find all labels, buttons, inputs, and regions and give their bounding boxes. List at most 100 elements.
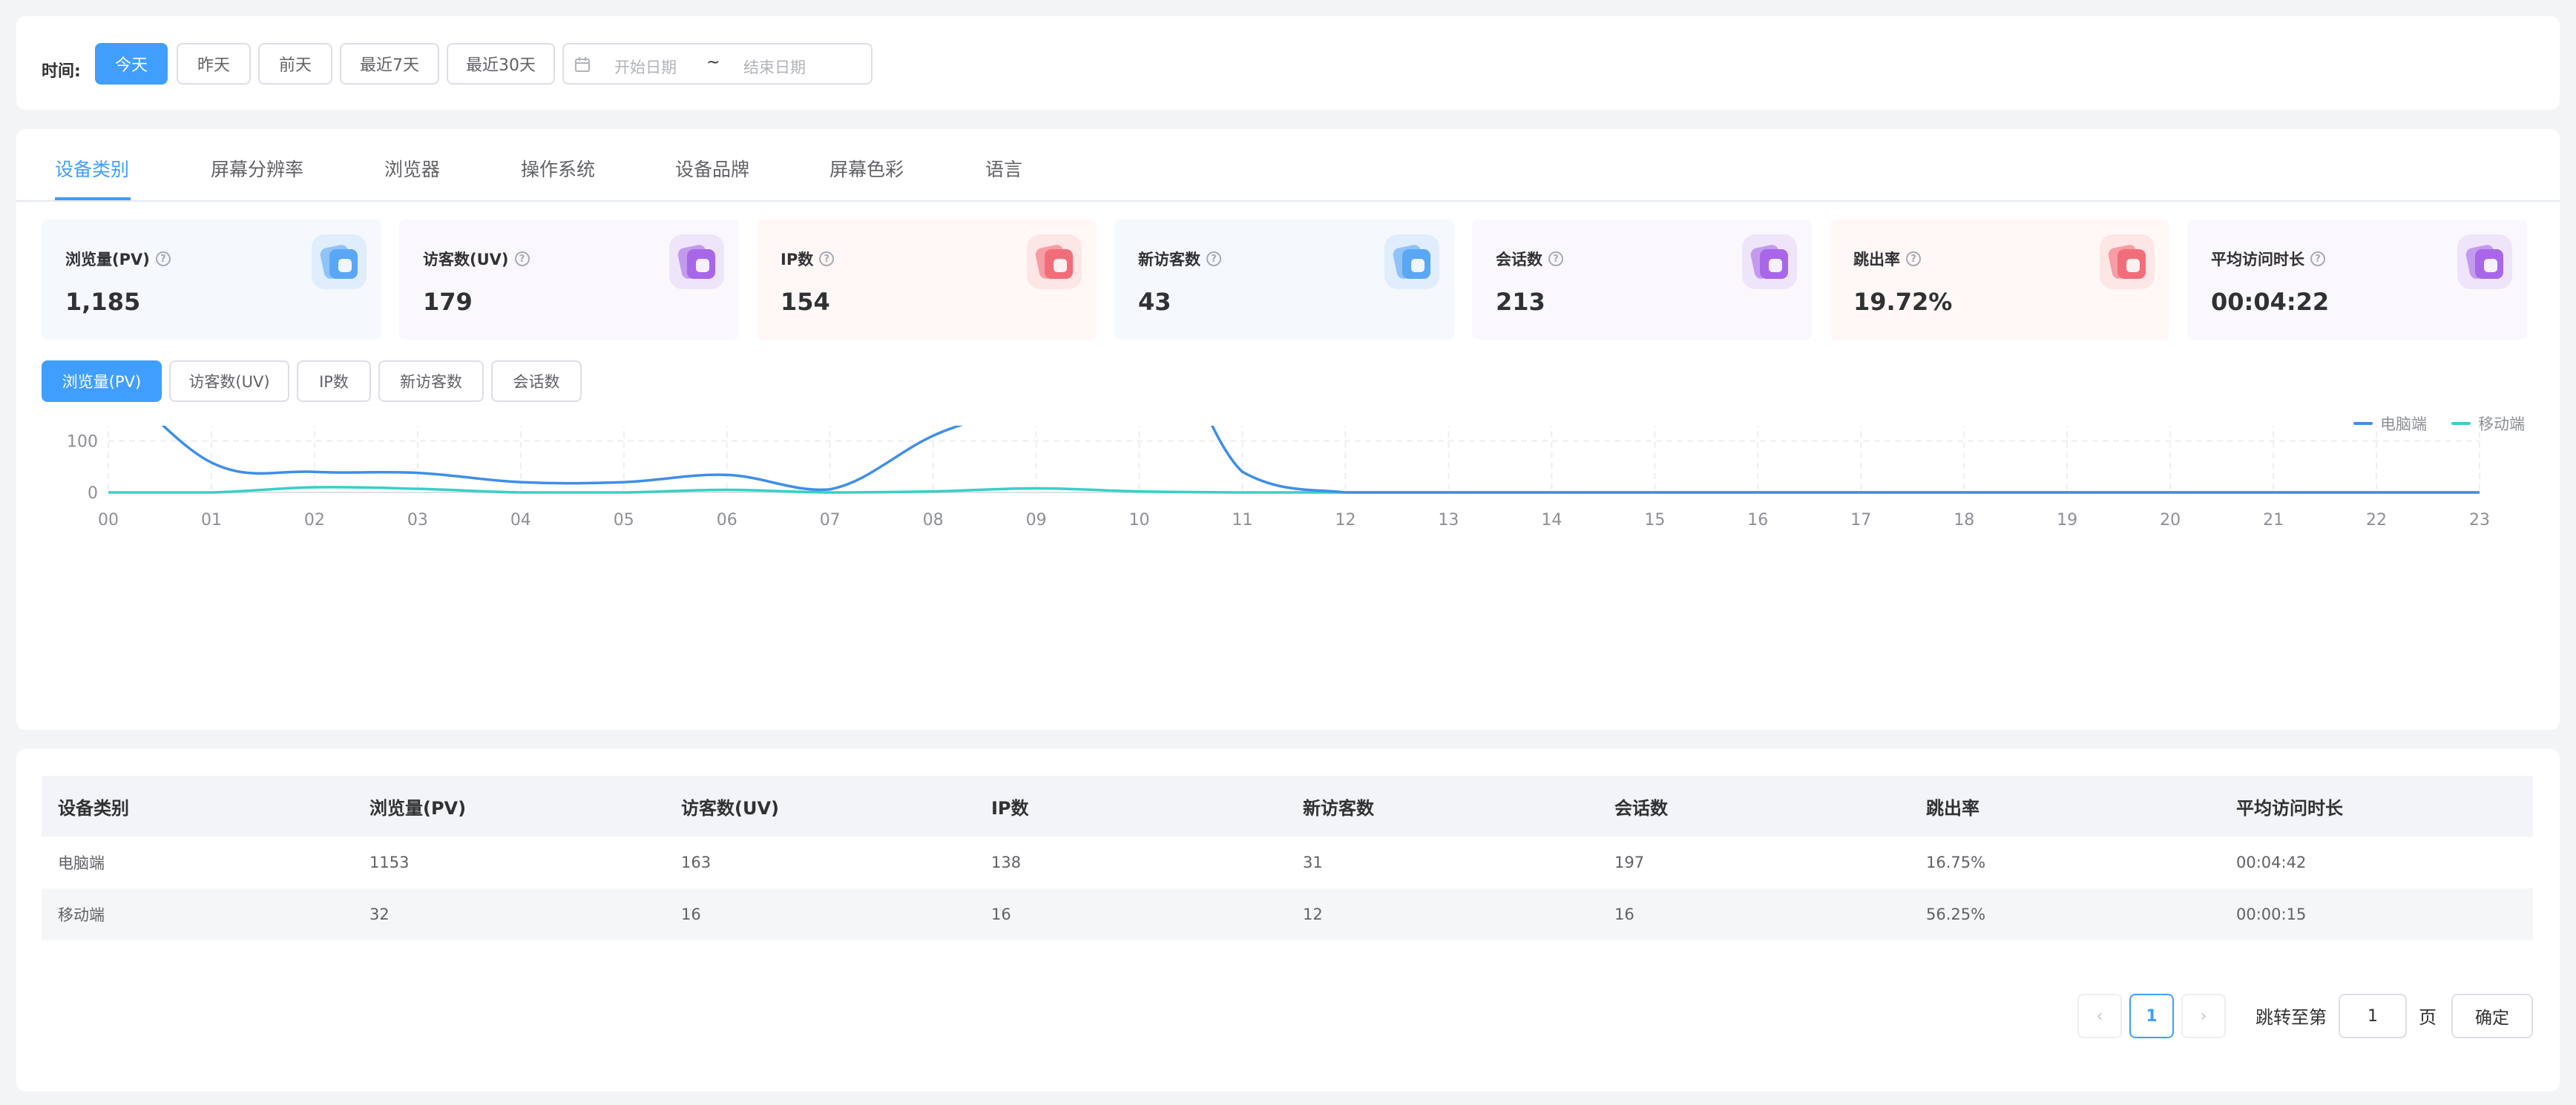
start-date-input[interactable]: 开始日期 — [614, 59, 677, 76]
range-yesterday-button[interactable]: 昨天 — [177, 43, 251, 85]
stat-value: 179 — [423, 288, 473, 316]
table-cell-device: 电脑端 — [58, 854, 105, 872]
stat-title-text: 访客数(UV) — [423, 251, 509, 268]
stat-value: 213 — [1496, 288, 1545, 316]
x-tick-label: 19 — [2057, 511, 2077, 530]
stat-value: 00:04:22 — [2211, 288, 2330, 316]
jump-label: 跳转至第 — [2255, 1007, 2327, 1028]
x-tick-label: 07 — [820, 511, 841, 530]
tab-screen-resolution[interactable]: 屏幕分辨率 — [211, 159, 304, 180]
end-date-input[interactable]: 结束日期 — [743, 59, 806, 76]
x-tick-label: 09 — [1026, 511, 1047, 530]
table-cell-avg-duration: 00:04:42 — [2236, 854, 2307, 871]
help-icon[interactable]: ? — [1206, 251, 1221, 266]
help-icon[interactable]: ? — [819, 251, 835, 266]
x-tick-label: 22 — [2366, 511, 2387, 530]
table-cell-uv: 16 — [681, 906, 701, 923]
tab-device-brand[interactable]: 设备品牌 — [675, 159, 750, 180]
series-line-desktop — [161, 426, 2480, 494]
column-header-uv: 访客数(UV) — [681, 797, 779, 819]
column-header-ip: IP数 — [991, 797, 1029, 819]
stat-value: 43 — [1138, 288, 1172, 316]
legend-swatch-mobile — [2451, 422, 2471, 425]
ip-icon — [1027, 234, 1082, 289]
session-icon — [1742, 234, 1797, 289]
metric-ip-button[interactable]: IP数 — [297, 360, 371, 402]
stat-title-text: IP数 — [781, 251, 814, 268]
stat-title-text: 平均访问时长 — [2211, 251, 2304, 268]
legend-item-desktop[interactable]: 电脑端 — [2353, 412, 2427, 435]
y-tick-label: 0 — [88, 484, 98, 503]
stat-title: 浏览量(PV)? — [65, 248, 171, 270]
tab-device-category[interactable]: 设备类别 — [55, 159, 130, 180]
metric-uv-button[interactable]: 访客数(UV) — [169, 360, 289, 402]
help-icon[interactable]: ? — [2310, 251, 2325, 266]
column-header-sessions: 会话数 — [1614, 797, 1668, 819]
x-tick-label: 17 — [1850, 511, 1871, 530]
legend-item-mobile[interactable]: 移动端 — [2451, 412, 2525, 435]
range-today-button[interactable]: 今天 — [95, 43, 168, 85]
table-cell-pv: 32 — [369, 906, 390, 923]
pie-chart-icon — [312, 234, 367, 289]
stat-value: 19.72% — [1853, 288, 1953, 316]
stat-card-new-visitors: 新访客数? 43 — [1114, 220, 1454, 340]
x-tick-label: 10 — [1129, 511, 1150, 530]
table-cell-ip: 138 — [991, 854, 1022, 871]
help-icon[interactable]: ? — [514, 251, 530, 266]
tab-os[interactable]: 操作系统 — [521, 159, 596, 180]
tab-active-indicator — [55, 197, 131, 200]
x-tick-label: 08 — [923, 511, 944, 530]
table-cell-new-visitors: 31 — [1303, 854, 1323, 871]
table-cell-sessions: 197 — [1614, 854, 1645, 871]
stat-card-avg-duration: 平均访问时长? 00:04:22 — [2187, 220, 2527, 340]
date-range-picker[interactable]: 开始日期 ~ 结束日期 — [562, 43, 873, 85]
table-cell-uv: 163 — [681, 854, 712, 871]
stat-card-ip: IP数? 154 — [757, 220, 1097, 340]
stat-title: 新访客数? — [1138, 248, 1221, 270]
x-tick-label: 03 — [407, 511, 428, 530]
stat-value: 1,185 — [65, 288, 141, 316]
table-cell-pv: 1153 — [369, 854, 410, 871]
stat-title-text: 浏览量(PV) — [65, 251, 150, 268]
stat-card-bounce-rate: 跳出率? 19.72% — [1830, 220, 2169, 340]
stat-title-text: 会话数 — [1496, 251, 1542, 268]
next-page-button[interactable]: › — [2181, 994, 2226, 1038]
jump-page-input[interactable]: 1 — [2339, 994, 2407, 1038]
prev-page-button[interactable]: ‹ — [2077, 994, 2122, 1038]
calendar-icon — [575, 57, 590, 72]
stat-card-pv: 浏览量(PV)? 1,185 — [42, 220, 381, 340]
column-header-pv: 浏览量(PV) — [369, 797, 467, 819]
page-1-button[interactable]: 1 — [2129, 994, 2174, 1038]
stat-card-uv: 访客数(UV)? 179 — [399, 220, 739, 340]
x-tick-label: 16 — [1747, 511, 1768, 530]
tab-browser[interactable]: 浏览器 — [384, 159, 441, 180]
metric-new-visitors-button[interactable]: 新访客数 — [378, 360, 484, 402]
help-icon[interactable]: ? — [155, 251, 171, 266]
table-cell-sessions: 16 — [1614, 906, 1634, 923]
stat-value: 154 — [781, 288, 830, 316]
stat-title: 跳出率? — [1853, 248, 1921, 270]
stat-title: IP数? — [781, 248, 835, 270]
tab-screen-color[interactable]: 屏幕色彩 — [829, 159, 904, 180]
stat-title: 会话数? — [1496, 248, 1563, 270]
help-icon[interactable]: ? — [1906, 251, 1921, 266]
column-header-avg-duration: 平均访问时长 — [2236, 797, 2343, 819]
y-tick-label: 100 — [67, 433, 98, 452]
metric-sessions-button[interactable]: 会话数 — [491, 360, 582, 402]
range-7days-button[interactable]: 最近7天 — [340, 43, 439, 85]
help-icon[interactable]: ? — [1548, 251, 1563, 266]
range-30days-button[interactable]: 最近30天 — [447, 43, 555, 85]
range-day-before-button[interactable]: 前天 — [258, 43, 332, 85]
table-row: 电脑端 1153 163 138 31 197 16.75% 00:04:42 — [42, 837, 2533, 888]
x-tick-label: 23 — [2469, 511, 2490, 530]
time-filter-panel: 时间: 今天 昨天 前天 最近7天 最近30天 开始日期 ~ 结束日期 — [16, 16, 2560, 110]
column-header-new-visitors: 新访客数 — [1303, 797, 1374, 819]
jump-confirm-button[interactable]: 确定 — [2451, 994, 2533, 1038]
visitor-icon — [669, 234, 724, 289]
tab-language[interactable]: 语言 — [985, 159, 1023, 180]
table-cell-device: 移动端 — [58, 906, 105, 924]
trend-line-chart: 0100200300400000102030405060708091011121… — [67, 426, 2490, 530]
legend-label-mobile: 移动端 — [2478, 415, 2525, 433]
metric-pv-button[interactable]: 浏览量(PV) — [42, 360, 162, 402]
time-label: 时间: — [42, 62, 81, 81]
